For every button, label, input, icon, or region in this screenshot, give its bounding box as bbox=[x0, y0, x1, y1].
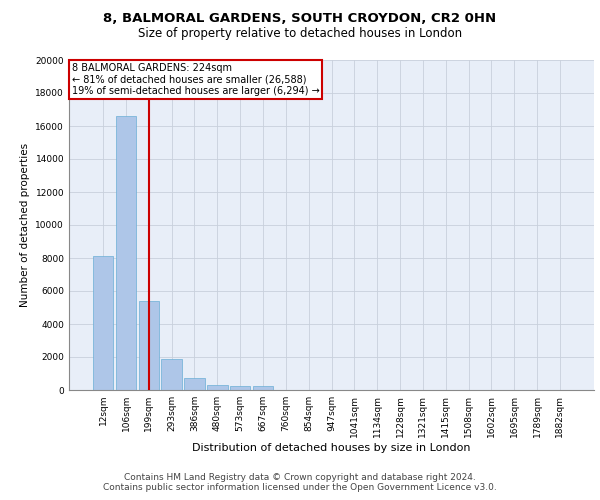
Bar bbox=[116, 116, 136, 390]
Text: 8, BALMORAL GARDENS, SOUTH CROYDON, CR2 0HN: 8, BALMORAL GARDENS, SOUTH CROYDON, CR2 … bbox=[103, 12, 497, 26]
Text: Contains HM Land Registry data © Crown copyright and database right 2024.
Contai: Contains HM Land Registry data © Crown c… bbox=[103, 473, 497, 492]
Bar bbox=[93, 256, 113, 390]
X-axis label: Distribution of detached houses by size in London: Distribution of detached houses by size … bbox=[192, 442, 471, 452]
Y-axis label: Number of detached properties: Number of detached properties bbox=[20, 143, 30, 307]
Bar bbox=[184, 378, 205, 390]
Bar bbox=[253, 386, 273, 390]
Bar bbox=[207, 384, 227, 390]
Text: 8 BALMORAL GARDENS: 224sqm
← 81% of detached houses are smaller (26,588)
19% of : 8 BALMORAL GARDENS: 224sqm ← 81% of deta… bbox=[71, 64, 319, 96]
Bar bbox=[139, 301, 159, 390]
Bar bbox=[230, 386, 250, 390]
Text: Size of property relative to detached houses in London: Size of property relative to detached ho… bbox=[138, 28, 462, 40]
Bar bbox=[161, 360, 182, 390]
